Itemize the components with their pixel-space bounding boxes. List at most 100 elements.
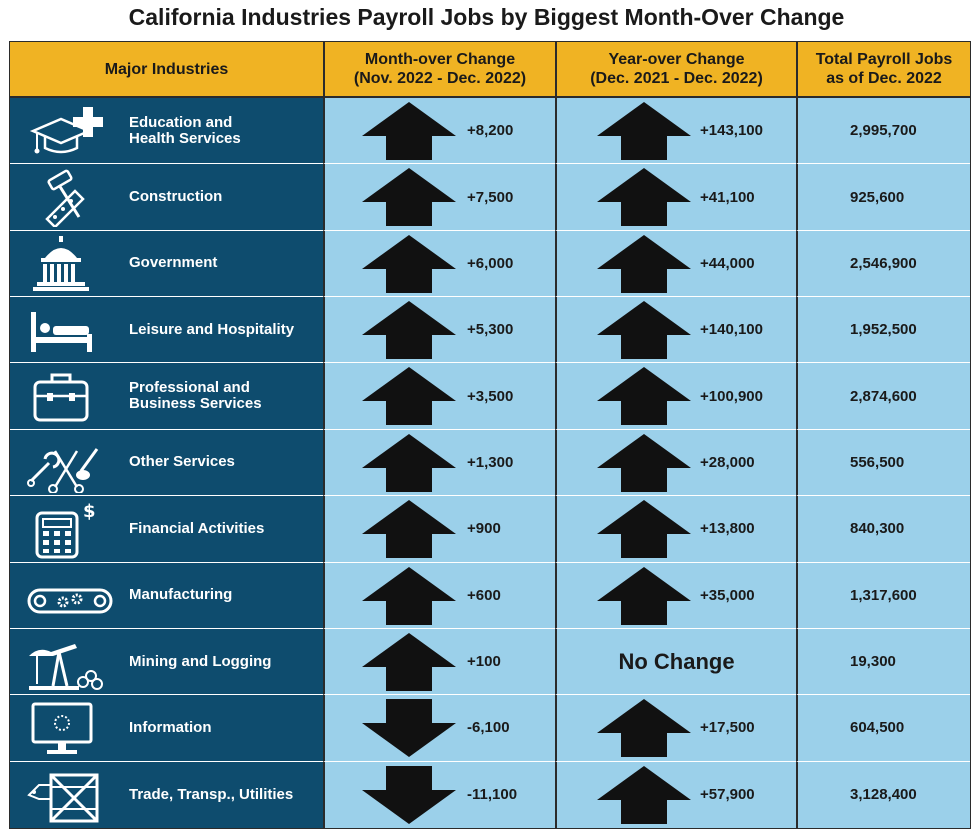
month-change-value: +7,500	[467, 188, 514, 206]
up-arrow-icon	[597, 765, 691, 824]
month-change-value: +1,300	[467, 453, 514, 471]
total-jobs-cell: 3,128,400	[796, 761, 970, 828]
up-arrow-icon	[362, 168, 456, 227]
month-change-value: +8,200	[467, 122, 514, 140]
up-arrow-icon	[597, 102, 691, 160]
year-change-value: +140,100	[700, 321, 763, 339]
total-jobs-cell: 925,600	[796, 164, 970, 231]
total-jobs-value: 2,874,600	[850, 387, 917, 405]
no-change-label: No Change	[618, 648, 735, 674]
up-arrow-icon	[362, 367, 456, 426]
year-change-cell: +100,900	[555, 363, 796, 430]
table-row: Financial Activities +900 +13,800 840,300	[10, 496, 970, 563]
month-change-cell: +1,300	[323, 429, 555, 497]
calculator-dollar-icon	[22, 499, 118, 559]
industry-label: Mining and Logging	[129, 652, 272, 670]
month-change-value: +900	[467, 520, 501, 538]
total-jobs-cell: 2,995,700	[796, 98, 970, 165]
down-arrow-icon	[362, 699, 456, 758]
industry-label: Financial Activities	[129, 519, 265, 537]
industry-label: Trade, Transp., Utilities	[129, 785, 294, 803]
header-year-over-change: Year-over Change (Dec. 2021 - Dec. 2022)	[555, 42, 796, 96]
month-change-cell: +900	[323, 496, 555, 563]
up-arrow-icon	[362, 102, 456, 160]
table-row: Government +6,000 +44,000 2,546,900	[10, 230, 970, 298]
table-body: Education and Health Services +8,200 +143,…	[10, 98, 970, 828]
year-change-value: +41,100	[700, 188, 755, 206]
month-change-value: +600	[467, 586, 501, 604]
table-row: Professional and Business Services +3,500…	[10, 363, 970, 430]
month-change-cell: +100	[323, 628, 555, 696]
up-arrow-icon	[597, 699, 691, 758]
table-header: Major Industries Month-over Change (Nov.…	[10, 42, 970, 98]
month-change-cell: +3,500	[323, 363, 555, 430]
industry-cell: Leisure and Hospitality	[10, 297, 323, 364]
month-change-cell: +7,500	[323, 164, 555, 231]
total-jobs-cell: 1,317,600	[796, 562, 970, 629]
year-change-cell: No Change	[555, 628, 796, 696]
year-change-value: +57,900	[700, 786, 755, 804]
industry-cell: Government	[10, 230, 323, 298]
industry-cell: Trade, Transp., Utilities	[10, 761, 323, 828]
year-change-value: +100,900	[700, 387, 763, 405]
industry-label: Leisure and Hospitality	[129, 320, 295, 338]
industry-label: Professional and Business Services	[129, 379, 262, 413]
year-change-value: +44,000	[700, 254, 755, 272]
up-arrow-icon	[597, 500, 691, 559]
industry-label: Other Services	[129, 453, 235, 471]
table-row: Information -6,100 +17,500 604,500	[10, 695, 970, 762]
table-row: Construction +7,500 +41,100 925,600	[10, 164, 970, 231]
up-arrow-icon	[362, 234, 456, 293]
total-jobs-value: 2,995,700	[850, 122, 917, 140]
industry-label: Construction	[129, 188, 223, 206]
month-change-value: -6,100	[467, 719, 510, 737]
wrench-scissors-brush-icon	[22, 433, 118, 493]
capitol-building-icon	[22, 234, 118, 294]
industry-label: Information	[129, 718, 212, 736]
total-jobs-value: 840,300	[850, 520, 905, 538]
industry-cell: Other Services	[10, 429, 323, 497]
up-arrow-icon	[597, 566, 691, 625]
up-arrow-icon	[597, 433, 691, 492]
total-jobs-value: 19,300	[850, 653, 896, 671]
total-jobs-value: 2,546,900	[850, 254, 917, 272]
year-change-cell: +17,500	[555, 695, 796, 762]
conveyor-gears-icon	[22, 566, 118, 626]
industry-cell: Construction	[10, 164, 323, 231]
table-row: Manufacturing +600 +35,000 1,317,600	[10, 562, 970, 629]
industry-cell: Education and Health Services	[10, 98, 323, 165]
industry-label: Education and Health Services	[129, 113, 241, 147]
page-title: California Industries Payroll Jobs by Bi…	[128, 4, 845, 30]
header-total-payroll-jobs: Total Payroll Jobs as of Dec. 2022	[796, 42, 970, 96]
month-change-cell: +5,300	[323, 297, 555, 364]
year-change-cell: +35,000	[555, 562, 796, 629]
year-change-cell: +28,000	[555, 429, 796, 497]
up-arrow-icon	[362, 433, 456, 492]
briefcase-icon	[22, 366, 118, 426]
up-arrow-icon	[597, 234, 691, 293]
up-arrow-icon	[597, 367, 691, 426]
up-arrow-icon	[597, 301, 691, 360]
industry-cell: Information	[10, 695, 323, 762]
total-jobs-value: 604,500	[850, 719, 905, 737]
total-jobs-cell: 2,546,900	[796, 230, 970, 298]
month-change-cell: +6,000	[323, 230, 555, 298]
header-month-over-change: Month-over Change (Nov. 2022 - Dec. 2022…	[323, 42, 555, 96]
month-change-cell: -11,100	[323, 761, 555, 828]
month-change-value: +100	[467, 653, 501, 671]
month-change-cell: +600	[323, 562, 555, 629]
year-change-value: +143,100	[700, 122, 763, 140]
total-jobs-value: 1,952,500	[850, 321, 917, 339]
year-change-value: +17,500	[700, 719, 755, 737]
shipping-crate-tag-icon	[22, 765, 118, 825]
total-jobs-cell: 604,500	[796, 695, 970, 762]
industry-cell: Mining and Logging	[10, 628, 323, 696]
industry-cell: Professional and Business Services	[10, 363, 323, 430]
total-jobs-cell: 556,500	[796, 429, 970, 497]
computer-monitor-icon	[22, 698, 118, 758]
year-change-value: +35,000	[700, 586, 755, 604]
industry-cell: Manufacturing	[10, 562, 323, 629]
total-jobs-value: 556,500	[850, 453, 905, 471]
industry-label: Manufacturing	[129, 586, 233, 604]
table-row: Leisure and Hospitality +5,300 +140,100 1,9…	[10, 297, 970, 364]
